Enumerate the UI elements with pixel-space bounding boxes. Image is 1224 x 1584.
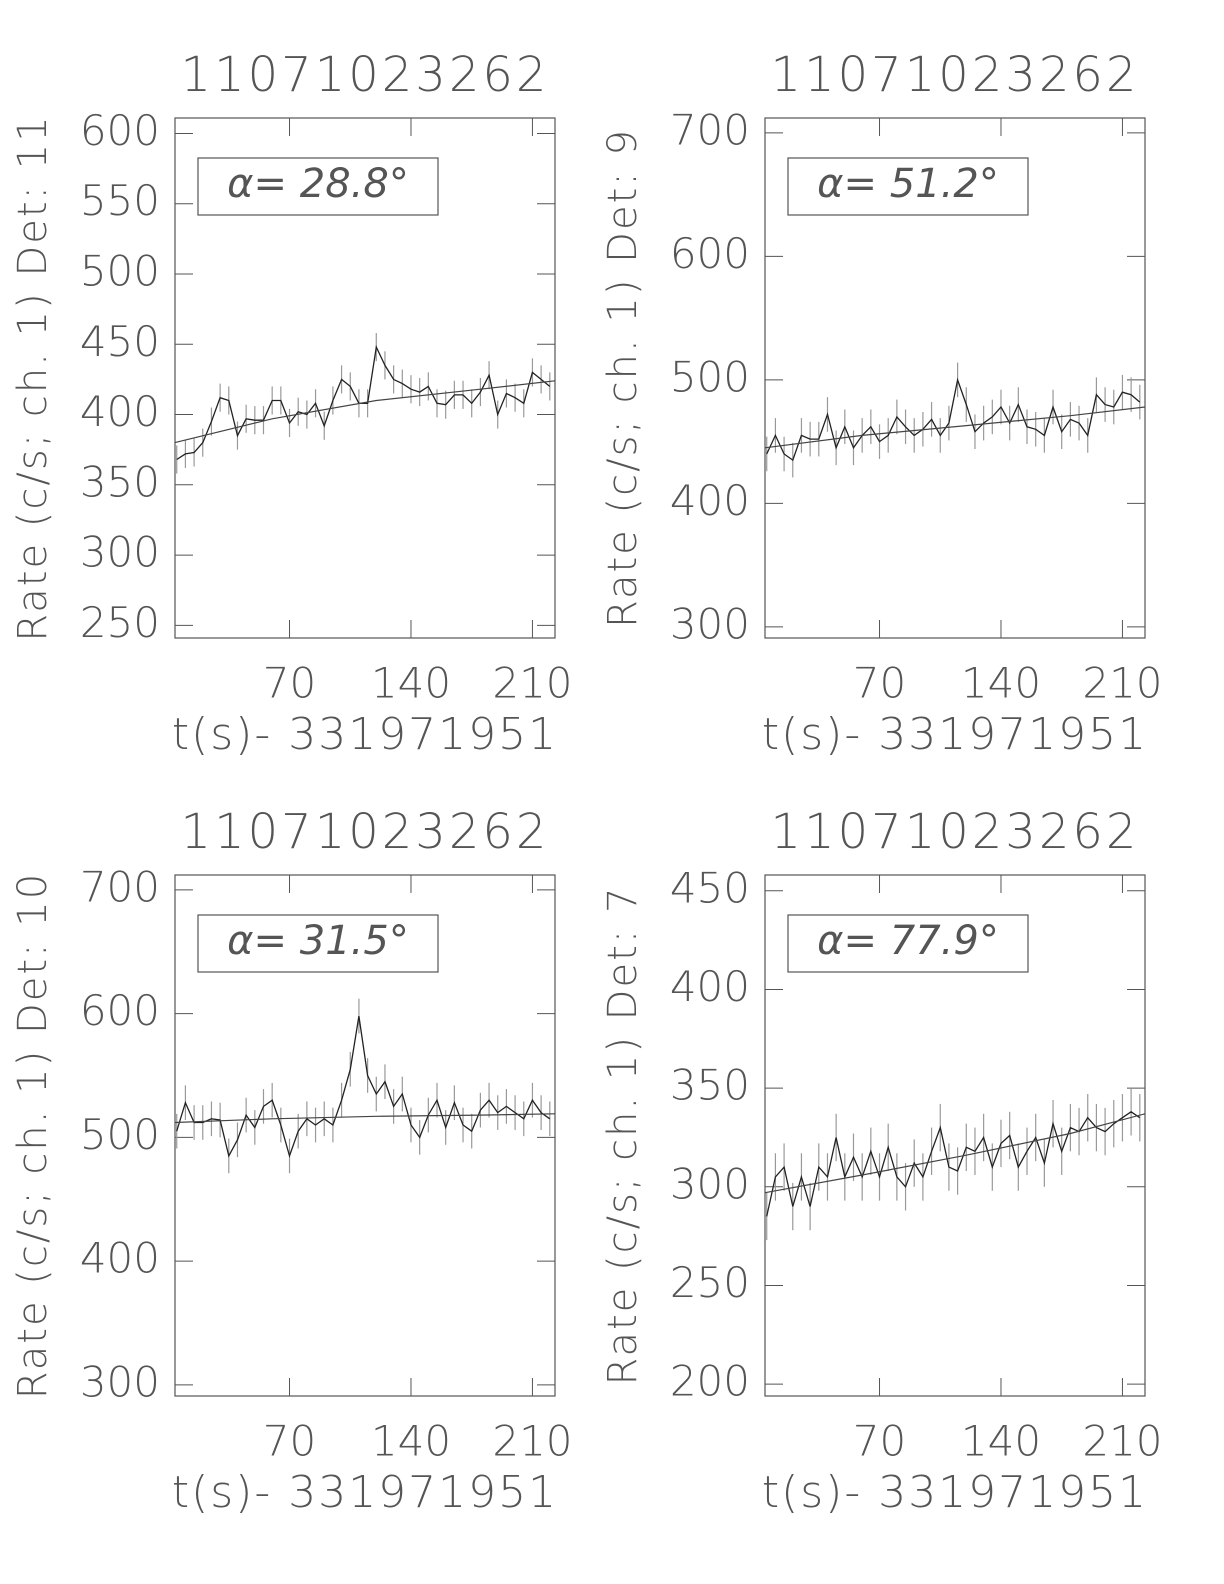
y-tick-label: 450 [670, 863, 750, 912]
y-tick-label: 500 [80, 247, 160, 296]
panel-title: 11071023262 [771, 804, 1140, 860]
y-tick-label: 200 [670, 1357, 750, 1406]
x-tick-label: 140 [961, 659, 1041, 708]
x-axis-label: t(s)- 331971951 [762, 1467, 1148, 1518]
panel-title: 11071023262 [181, 804, 550, 860]
x-tick-label: 140 [961, 1417, 1041, 1466]
x-axis-label: t(s)- 331971951 [172, 1467, 558, 1518]
annotation: α= 77.9° [817, 918, 999, 964]
y-tick-label: 400 [670, 962, 750, 1011]
panel-title: 11071023262 [771, 47, 1140, 103]
x-tick-label: 140 [371, 1417, 451, 1466]
y-tick-label: 300 [670, 599, 750, 648]
x-tick-label: 210 [1082, 1417, 1162, 1466]
y-tick-label: 600 [80, 986, 160, 1035]
y-tick-label: 700 [670, 105, 750, 154]
y-tick-label: 550 [80, 176, 160, 225]
y-axis-label: Rate (c/s; ch. 1) Det: 11 [10, 114, 56, 641]
light-curve [176, 1015, 551, 1159]
plot-frame [174, 117, 556, 639]
y-tick-label: 400 [80, 387, 160, 436]
x-tick-label: 70 [263, 659, 316, 708]
y-axis-label: Rate (c/s; ch. 1) Det: 10 [10, 872, 56, 1399]
y-tick-label: 400 [80, 1234, 160, 1283]
fit-curve [764, 1113, 1146, 1194]
annotation: α= 31.5° [227, 918, 409, 964]
plot-frame [764, 117, 1146, 639]
x-axis-label: t(s)- 331971951 [762, 709, 1148, 760]
y-tick-label: 600 [670, 229, 750, 278]
light-curve [766, 377, 1141, 462]
plot-frame [764, 874, 1146, 1397]
y-tick-label: 600 [80, 106, 160, 155]
annotation: α= 28.8° [227, 161, 409, 207]
annotation: α= 51.2° [817, 161, 999, 207]
y-tick-label: 400 [670, 476, 750, 525]
annotation-box [787, 157, 1029, 216]
y-tick-label: 250 [670, 1258, 750, 1307]
fit-curve [174, 1113, 556, 1124]
y-tick-label: 300 [80, 528, 160, 577]
y-tick-label: 250 [80, 598, 160, 647]
light-curve [766, 1111, 1141, 1217]
x-tick-label: 140 [371, 659, 451, 708]
fit-curve [174, 380, 556, 444]
x-tick-label: 70 [263, 1417, 316, 1466]
x-tick-label: 210 [492, 1417, 572, 1466]
y-tick-label: 500 [670, 352, 750, 401]
annotation-box [787, 914, 1029, 973]
y-tick-label: 450 [80, 317, 160, 366]
x-tick-label: 70 [853, 1417, 906, 1466]
y-axis-label: Rate (c/s; ch. 1) Det: 9 [600, 128, 646, 628]
y-tick-label: 300 [670, 1159, 750, 1208]
y-tick-label: 350 [670, 1061, 750, 1110]
y-tick-label: 300 [80, 1357, 160, 1406]
annotation-box [197, 157, 439, 216]
y-tick-label: 350 [80, 457, 160, 506]
x-tick-label: 210 [1082, 659, 1162, 708]
x-tick-label: 210 [492, 659, 572, 708]
x-axis-label: t(s)- 331971951 [172, 709, 558, 760]
annotation-box [197, 914, 439, 973]
plot-frame [174, 874, 556, 1397]
y-tick-label: 500 [80, 1110, 160, 1159]
fit-curve [764, 406, 1146, 449]
panel-title: 11071023262 [181, 47, 550, 103]
x-tick-label: 70 [853, 659, 906, 708]
y-axis-label: Rate (c/s; ch. 1) Det: 7 [600, 886, 646, 1386]
y-tick-label: 700 [80, 862, 160, 911]
